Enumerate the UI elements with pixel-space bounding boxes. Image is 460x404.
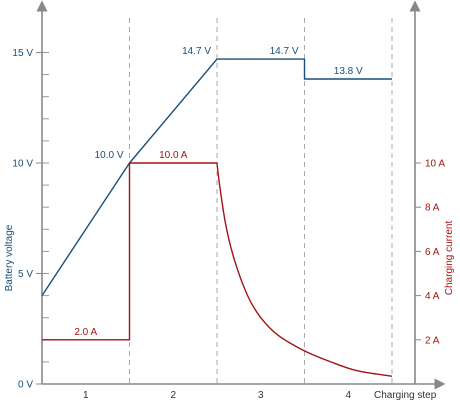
left-tick-label: 0 V (18, 380, 33, 391)
right-tick-label: 6 A (425, 247, 440, 258)
left-axis-title: Battery voltage (4, 224, 15, 291)
series-layer (41, 58, 393, 377)
left-tick-label: 5 V (18, 269, 33, 280)
step-label-2: 2 (170, 390, 176, 401)
data-label: 10.0 A (159, 150, 188, 161)
data-label: 2.0 A (74, 327, 97, 338)
step-label-4: 4 (345, 390, 351, 401)
left-tick-label: 15 V (12, 48, 33, 59)
axes-layer (36, 0, 446, 390)
step-label-1: 1 (83, 390, 89, 401)
x-axis-title: Charging step (374, 390, 437, 401)
right-tick-label: 4 A (425, 291, 440, 302)
data-label: 10.0 V (95, 150, 124, 161)
data-label: 14.7 V (182, 46, 211, 57)
right-tick-label: 8 A (425, 203, 440, 214)
voltage-line (41, 58, 392, 296)
current-line (42, 162, 393, 377)
step-label-3: 3 (258, 390, 264, 401)
labels-layer: 0 V 5 V 10 V 15 V 2 A 4 A 6 A 8 A 10 A 1 2 3 4 Chargi… (4, 46, 455, 401)
right-tick-label: 10 A (425, 159, 445, 170)
data-label: 13.8 V (334, 66, 363, 77)
right-tick-label: 2 A (425, 335, 440, 346)
left-tick-label: 10 V (12, 159, 33, 170)
data-label: 14.7 V (270, 46, 299, 57)
right-axis-title: Charging current (444, 221, 455, 296)
